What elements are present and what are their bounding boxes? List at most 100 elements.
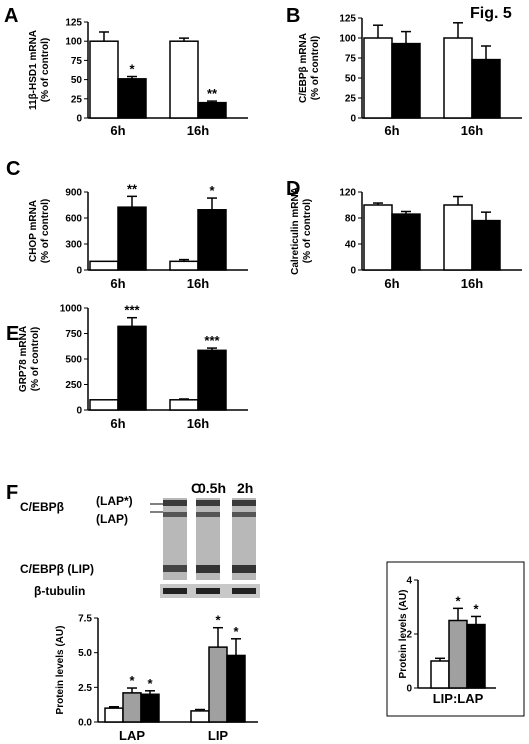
band-tubulin-0-5h bbox=[196, 588, 220, 594]
chart-a-significance-label: ** bbox=[207, 86, 218, 101]
chart-d-bar-6h-s0 bbox=[363, 204, 393, 271]
panel-letter-e: E bbox=[6, 323, 19, 345]
band-lap-c bbox=[163, 512, 187, 517]
chart-inset-category-label: LIP:LAP bbox=[433, 691, 484, 706]
chart-e-y-tick-label: 1000 bbox=[60, 304, 83, 315]
chart-e-y-tick-label: 750 bbox=[65, 329, 82, 340]
band-lap-star-2h bbox=[232, 500, 256, 506]
panel-letter-d: D bbox=[286, 178, 300, 200]
chart-a-11b-hsd1: 0 25 50 75 100 125 11β-HSD1 mRNA (% of control)… bbox=[28, 18, 248, 138]
chart-a-bar-16h-s1 bbox=[197, 101, 227, 119]
chart-a-significance-label: * bbox=[129, 62, 135, 77]
chart-e-category-label: 6h bbox=[110, 416, 125, 431]
blot-label-tubulin: β-tubulin bbox=[34, 584, 85, 598]
chart-b-category-label: 16h bbox=[461, 123, 483, 138]
chart-inset-y-tick-label: 0 bbox=[406, 684, 412, 695]
chart-c-y-axis-label: CHOP mRNA bbox=[28, 200, 39, 262]
chart-inset-bar-liplap-s1 bbox=[448, 619, 468, 689]
chart-f-bar-lap-s0 bbox=[104, 707, 124, 723]
blot-label-cebpb: C/EBPβ bbox=[20, 500, 64, 514]
chart-f-significance-label: * bbox=[129, 673, 135, 688]
chart-d-y-tick-label: 40 bbox=[345, 240, 357, 251]
chart-a-bar-16h-s0 bbox=[169, 40, 199, 119]
chart-inset-y-tick-label: 2 bbox=[406, 630, 412, 641]
chart-e-y-tick-label: 500 bbox=[65, 355, 82, 366]
band-lap-0-5h bbox=[196, 512, 220, 517]
band-lap-star-0-5h bbox=[196, 500, 220, 506]
band-lip-0-5h bbox=[196, 565, 220, 573]
chart-d-y-tick-label: 80 bbox=[345, 214, 357, 225]
lane-label-0-5h: 0.5h bbox=[198, 480, 226, 496]
chart-c-chop: 0 300 600 900 CHOP mRNA (% of control) ** 6h * 16… bbox=[28, 181, 248, 291]
chart-b-y-tick-label: 100 bbox=[339, 34, 356, 45]
chart-a-y-axis-label: (% of control) bbox=[40, 38, 51, 102]
chart-f-protein-levels: 0.0 2.5 5.0 7.5 Protein levels (AU) * * LAP * * LI… bbox=[55, 613, 258, 743]
chart-c-significance-label: * bbox=[209, 183, 215, 198]
chart-a-bar-6h-s0 bbox=[89, 40, 119, 119]
lane-label-2h: 2h bbox=[237, 480, 253, 496]
chart-c-category-label: 6h bbox=[110, 276, 125, 291]
chart-b-y-tick-label: 25 bbox=[345, 94, 357, 105]
chart-f-category-label: LAP bbox=[119, 728, 145, 743]
panel-letter-b: B bbox=[286, 5, 300, 27]
band-lap-star-c bbox=[163, 500, 187, 506]
chart-a-y-tick-label: 125 bbox=[65, 18, 82, 29]
chart-e-bar-16h-s0 bbox=[169, 399, 199, 411]
chart-b-y-axis-label: (% of control) bbox=[310, 36, 321, 100]
chart-a-y-tick-label: 100 bbox=[65, 37, 82, 48]
chart-f-bar-lip-s0 bbox=[190, 710, 210, 723]
chart-a-y-tick-label: 50 bbox=[71, 75, 83, 86]
chart-e-y-axis-label: (% of control) bbox=[30, 327, 41, 391]
chart-d-category-label: 16h bbox=[461, 276, 483, 291]
chart-a-y-tick-label: 25 bbox=[71, 94, 83, 105]
chart-c-y-tick-label: 0 bbox=[76, 266, 82, 277]
chart-b-bar-16h-s1 bbox=[471, 58, 501, 119]
chart-f-bar-lap-s1 bbox=[122, 692, 142, 723]
chart-d-y-tick-label: 120 bbox=[339, 188, 356, 199]
chart-b-y-tick-label: 50 bbox=[345, 74, 357, 85]
chart-a-category-label: 6h bbox=[110, 123, 125, 138]
chart-b-cebpb: 0 25 50 75 100 125 C/EBPβ mRNA (% of control) 6h… bbox=[298, 14, 522, 138]
chart-c-y-tick-label: 300 bbox=[65, 240, 82, 251]
blot-label-lap: (LAP) bbox=[96, 512, 128, 526]
chart-f-significance-label: * bbox=[233, 624, 239, 639]
band-lip-c bbox=[163, 565, 187, 572]
figure-label: Fig. 5 bbox=[470, 5, 512, 22]
chart-a-y-tick-label: 75 bbox=[71, 56, 83, 67]
chart-f-y-tick-label: 0.0 bbox=[78, 718, 92, 729]
chart-d-bar-16h-s0 bbox=[443, 204, 473, 271]
chart-b-y-tick-label: 75 bbox=[345, 54, 357, 65]
chart-inset-y-tick-label: 4 bbox=[406, 576, 412, 587]
panel-letter-a: A bbox=[4, 5, 18, 27]
chart-c-bar-16h-s1 bbox=[197, 209, 227, 271]
blot-label-lap-star: (LAP*) bbox=[96, 494, 133, 508]
chart-e-grp78: 0 250 500 750 1000 GRP78 mRNA (% of control) **… bbox=[18, 303, 248, 431]
chart-d-y-tick-label: 0 bbox=[350, 266, 356, 277]
inset-frame bbox=[386, 561, 525, 717]
chart-d-y-axis-label: (% of control) bbox=[302, 199, 313, 263]
chart-d-bar-6h-s1 bbox=[391, 213, 421, 271]
chart-b-category-label: 6h bbox=[384, 123, 399, 138]
chart-e-bar-6h-s0 bbox=[89, 399, 119, 411]
chart-e-y-axis-label: GRP78 mRNA bbox=[18, 326, 29, 392]
chart-f-y-axis-label: Protein levels (AU) bbox=[55, 626, 66, 715]
lane-label-c: C bbox=[191, 480, 201, 496]
chart-b-bar-6h-s1 bbox=[391, 42, 421, 119]
western-blot: C 0.5h 2h C/EBPβ (LAP*) (LAP) C/EBPβ (LI… bbox=[20, 480, 260, 598]
chart-inset-bar-liplap-s2 bbox=[466, 623, 486, 689]
chart-b-y-axis-label: C/EBPβ mRNA bbox=[298, 33, 309, 103]
chart-d-calreticulin: 0 40 80 120 Calreticulin mRNA (% of control) 6… bbox=[290, 187, 522, 291]
chart-f-inset-lip-lap: 0 2 4 Protein levels (AU) * * LIP:LAP bbox=[398, 576, 496, 706]
chart-a-y-axis-label: 11β-HSD1 mRNA bbox=[28, 30, 39, 110]
chart-f-bar-lip-s1 bbox=[208, 646, 228, 723]
chart-d-bar-16h-s1 bbox=[471, 219, 501, 271]
chart-inset-y-axis-label: Protein levels (AU) bbox=[398, 590, 409, 679]
chart-f-bar-lap-s2 bbox=[140, 693, 160, 723]
chart-inset-significance-label: * bbox=[473, 601, 479, 616]
chart-inset-significance-label: * bbox=[455, 593, 461, 608]
chart-c-significance-label: ** bbox=[127, 181, 138, 196]
panel-letter-c: C bbox=[6, 158, 20, 180]
band-tubulin-c bbox=[163, 588, 187, 594]
chart-c-bar-16h-s0 bbox=[169, 260, 199, 271]
chart-b-y-tick-label: 0 bbox=[350, 114, 356, 125]
